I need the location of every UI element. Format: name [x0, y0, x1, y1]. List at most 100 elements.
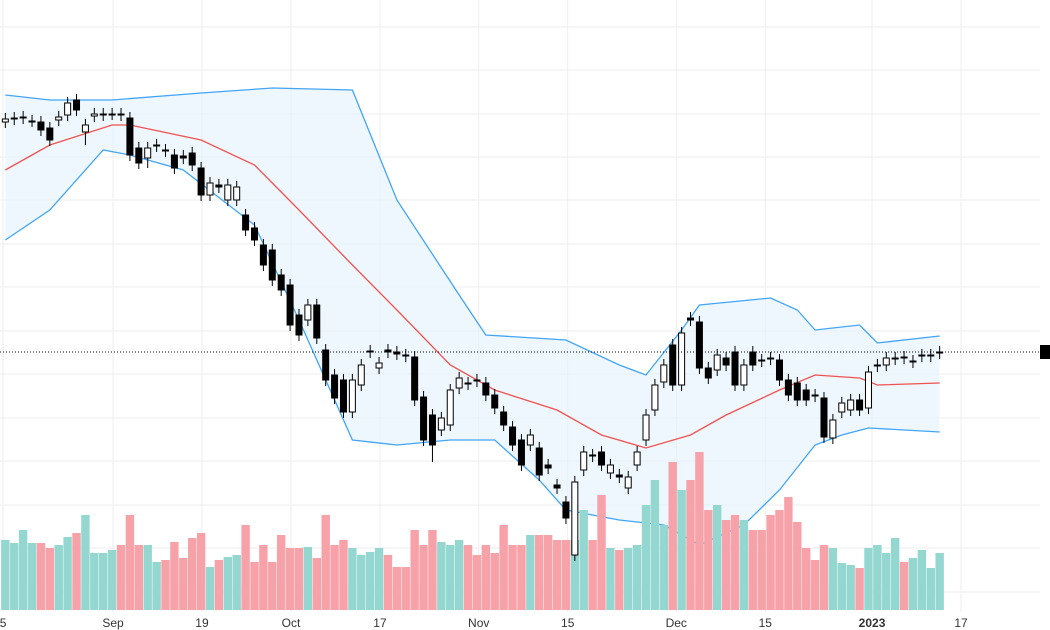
volume-bar [837, 563, 846, 610]
candle-body [10, 117, 18, 120]
volume-bar [810, 560, 820, 610]
volume-bar [508, 545, 517, 610]
volume-bar [490, 553, 499, 610]
candle-body [615, 474, 623, 478]
candle-body [811, 394, 819, 397]
volume-bar [481, 545, 491, 610]
candle-body [767, 357, 775, 360]
candle-body [553, 484, 561, 489]
band-fill [5, 88, 940, 545]
volume-bar [294, 548, 304, 610]
candle-body [856, 399, 864, 411]
volume-bar [579, 510, 588, 610]
volume-bar [650, 480, 660, 610]
candle-body [81, 124, 89, 133]
volume-bar [348, 548, 357, 610]
x-tick-label: 2023 [859, 616, 886, 630]
candle-body [535, 447, 543, 476]
candle-body [517, 439, 525, 466]
volume-bar [10, 543, 19, 610]
volume-bar [748, 530, 757, 610]
candle-body [838, 402, 846, 413]
candle-body [687, 317, 695, 321]
candle-body [891, 357, 899, 360]
volume-bar [677, 490, 686, 610]
volume-bar [446, 545, 455, 610]
volume-bar [72, 533, 81, 610]
candle-body [562, 501, 570, 519]
volume-bar [899, 562, 909, 610]
volume-bar [259, 545, 268, 610]
candle-body [295, 314, 303, 336]
x-tick-label: 19 [195, 616, 209, 630]
volume-bar [721, 520, 731, 610]
candle-body [286, 284, 294, 326]
volume-bar [383, 555, 393, 610]
candle-body [55, 116, 63, 121]
volume-bar [357, 555, 366, 610]
volume-bar [739, 520, 749, 610]
volume-bar [81, 515, 90, 610]
candle-body [606, 464, 614, 474]
volume-bar [18, 530, 28, 610]
x-tick-label: 15 [759, 616, 773, 630]
candle-body [669, 344, 677, 386]
candle-body [633, 451, 641, 466]
band-upper [5, 87, 940, 376]
volume-bar [784, 497, 793, 610]
x-tick-label: Sep [102, 616, 124, 630]
candle-body [242, 214, 250, 231]
volume-bar [99, 553, 108, 610]
volume-bar [499, 525, 508, 610]
volume-bar [392, 567, 402, 610]
candle-body [509, 426, 517, 446]
grid [0, 0, 1040, 612]
volume-bar [214, 560, 224, 610]
volume-bar [90, 553, 99, 610]
volume-bar [107, 550, 117, 610]
candle-body [348, 379, 356, 413]
volume-bar [54, 545, 63, 610]
volume-bar [641, 505, 651, 610]
candle-body [250, 227, 258, 241]
candle-body [117, 113, 125, 116]
candle-body [598, 451, 606, 466]
candle-body [313, 304, 321, 339]
volume-bar [152, 562, 161, 610]
volume-bar [704, 510, 713, 610]
volume-bar [250, 562, 259, 610]
candle-body [162, 149, 170, 152]
volume-bar [890, 538, 900, 610]
candle-body [847, 399, 855, 411]
candle-body [651, 384, 659, 411]
candle-body [740, 364, 748, 386]
volume-bar [766, 515, 775, 610]
volume-bar [36, 543, 46, 610]
volume-bar [437, 542, 446, 610]
band-lower [4, 149, 940, 546]
volume-bar [686, 480, 695, 610]
candle-body [775, 359, 783, 381]
candle-body [455, 377, 463, 389]
x-tick-label: 15 [561, 616, 575, 630]
volume-bar [695, 452, 704, 610]
candle-body [339, 379, 347, 413]
candle-body [170, 154, 178, 169]
candle-body [624, 476, 632, 489]
volume-bar [775, 510, 784, 610]
volume [1, 452, 944, 610]
volume-bar [757, 530, 766, 610]
candle-body [864, 371, 872, 409]
volume-bar [873, 545, 882, 610]
volume-bar [864, 548, 873, 610]
volume-bar [285, 548, 295, 610]
candle-body [580, 451, 588, 471]
candle-body [73, 99, 81, 111]
candle-body [642, 414, 650, 441]
candle-body [411, 356, 419, 401]
candle-body [571, 481, 579, 556]
candle-body [704, 367, 712, 379]
volume-bar [828, 548, 838, 610]
candle-body [802, 389, 810, 401]
